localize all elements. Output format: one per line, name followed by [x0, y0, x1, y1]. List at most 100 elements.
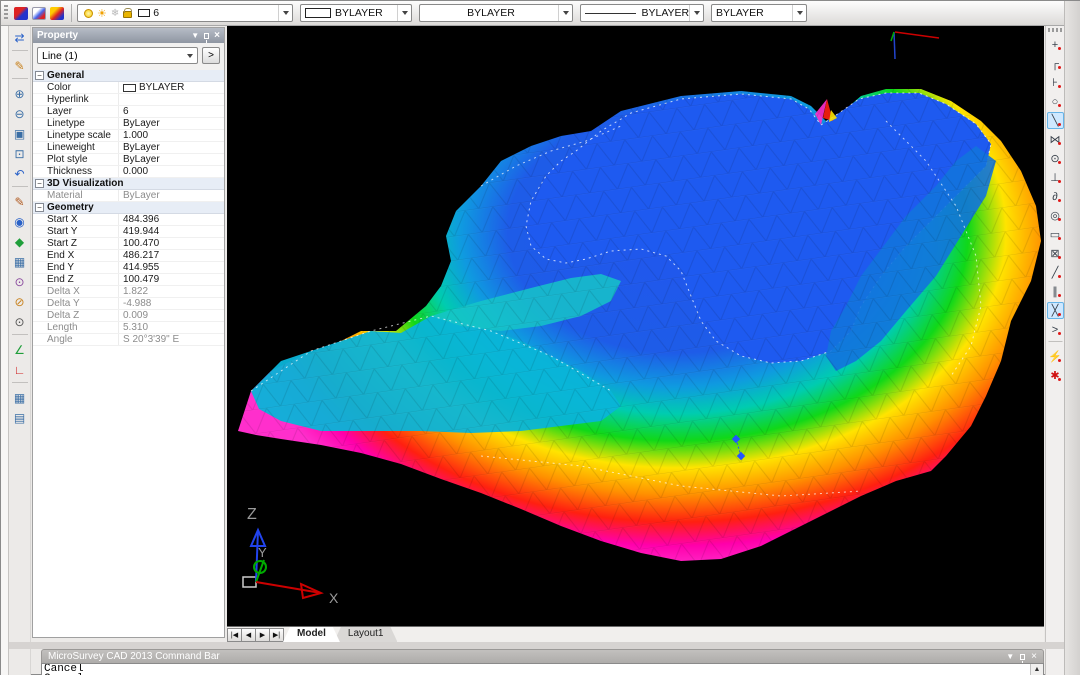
linetype-select[interactable]: BYLAYER — [580, 4, 704, 22]
property-row[interactable]: Thickness 0.000 — [33, 166, 224, 178]
snap-quadrant-icon[interactable]: ◎ — [1047, 207, 1064, 224]
layer-select[interactable]: ☀ ❄ 6 — [77, 4, 293, 22]
model-viewport[interactable]: Z Y X — [227, 26, 1044, 626]
next-sheet-button[interactable]: ▶ — [255, 628, 270, 642]
pan-arrows-icon[interactable]: ⇄ — [14, 31, 25, 45]
snap-midpoint-icon[interactable]: ⊦ — [1047, 74, 1064, 91]
panel-menu-icon[interactable]: ▼ — [191, 30, 200, 40]
chevron-down-icon[interactable] — [558, 5, 572, 21]
property-value[interactable]: 419.944 — [123, 226, 160, 237]
zoom-extents-icon[interactable]: ⊡ — [14, 147, 25, 161]
property-row[interactable]: Linetype ByLayer — [33, 118, 224, 130]
color-select[interactable]: BYLAYER — [300, 4, 412, 22]
chevron-down-icon[interactable] — [183, 53, 197, 58]
collapse-icon[interactable]: − — [35, 71, 44, 80]
view-eye-icon[interactable]: ⊙ — [14, 275, 25, 289]
property-value[interactable]: -4.988 — [123, 298, 152, 309]
scroll-up-button[interactable]: ▲ — [1030, 664, 1043, 675]
polyline-icon[interactable]: ∠ — [14, 343, 25, 357]
property-row[interactable]: Start Z 100.470 — [33, 238, 224, 250]
property-row[interactable]: Length 5.310 — [33, 322, 224, 334]
snap-point-icon[interactable]: + — [1047, 36, 1064, 53]
snap-extension-icon[interactable]: ╱ — [1047, 264, 1064, 281]
property-value[interactable]: 486.217 — [123, 250, 160, 261]
property-row[interactable]: Hyperlink — [33, 94, 224, 106]
snap-clear-icon[interactable]: ✱ — [1047, 367, 1064, 384]
pin-icon[interactable] — [204, 32, 210, 43]
property-value[interactable]: ByLayer — [123, 118, 160, 129]
property-section-header[interactable]: − 3D Visualization — [33, 178, 224, 190]
command-input-area[interactable]: Cancel Cancel — [41, 663, 1044, 675]
microsurvey-app-icon-2[interactable] — [32, 6, 46, 20]
property-row[interactable]: End Z 100.479 — [33, 274, 224, 286]
property-value[interactable]: 414.955 — [123, 262, 160, 273]
property-section-header[interactable]: − General — [33, 70, 224, 82]
quick-select-button[interactable]: > — [202, 47, 220, 64]
toolbar-drag-handle[interactable] — [1048, 28, 1062, 32]
command-bar-header[interactable]: MicroSurvey CAD 2013 Command Bar ▼ × — [41, 649, 1044, 664]
view-xt-icon[interactable]: ⊘ — [14, 295, 25, 309]
property-row[interactable]: Delta X 1.822 — [33, 286, 224, 298]
property-value[interactable]: 0.009 — [123, 310, 149, 321]
property-value[interactable]: ByLayer — [123, 190, 160, 201]
microsurvey-app-icon-1[interactable] — [14, 6, 28, 20]
property-row[interactable]: Delta Y -4.988 — [33, 298, 224, 310]
close-icon[interactable]: × — [214, 29, 220, 41]
property-row[interactable]: Material ByLayer — [33, 190, 224, 202]
orbit-3d-icon[interactable]: ◉ — [14, 215, 25, 229]
redraw-brush-icon[interactable]: ✎ — [14, 195, 25, 209]
property-value[interactable]: ByLayer — [123, 154, 160, 165]
property-row[interactable]: Start Y 419.944 — [33, 226, 224, 238]
property-row[interactable]: Linetype scale 1.000 — [33, 130, 224, 142]
snap-apparent-icon[interactable]: > — [1047, 321, 1064, 338]
panel-menu-icon[interactable]: ▼ — [1006, 651, 1015, 661]
snap-insertion-icon[interactable]: ▭ — [1047, 226, 1064, 243]
property-value[interactable]: 484.396 — [123, 214, 160, 225]
zoom-previous-icon[interactable]: ↶ — [14, 167, 25, 181]
property-value[interactable]: 1.822 — [123, 286, 149, 297]
last-sheet-button[interactable]: ▶| — [269, 628, 284, 642]
property-row[interactable]: End Y 414.955 — [33, 262, 224, 274]
property-value[interactable]: 100.470 — [123, 238, 160, 249]
plot-icon[interactable]: ▦ — [13, 255, 26, 269]
property-panel-header[interactable]: Property ▼ × — [33, 28, 224, 43]
property-row[interactable]: Lineweight ByLayer — [33, 142, 224, 154]
table-icon[interactable]: ▦ — [13, 391, 26, 405]
property-value[interactable]: 1.000 — [123, 130, 149, 141]
layout-tab[interactable]: Model — [283, 627, 340, 642]
zoom-window-icon[interactable]: ▣ — [13, 127, 26, 141]
property-row[interactable]: Delta Z 0.009 — [33, 310, 224, 322]
snap-node-icon[interactable]: ⊠ — [1047, 245, 1064, 262]
axes-icon[interactable]: ∟ — [13, 363, 26, 377]
property-value[interactable]: BYLAYER — [119, 82, 224, 93]
layout-tab[interactable]: Layout1 — [334, 627, 398, 642]
close-icon[interactable]: × — [1031, 650, 1037, 662]
selection-grips[interactable] — [731, 434, 746, 461]
collapse-icon[interactable]: − — [35, 203, 44, 212]
snap-nearest-icon[interactable]: ╲ — [1046, 112, 1064, 129]
lineweight-select[interactable]: BYLAYER — [711, 4, 807, 22]
view-eye2-icon[interactable]: ⊙ — [14, 315, 25, 329]
property-row[interactable]: Color BYLAYER — [33, 82, 224, 94]
chevron-down-icon[interactable] — [792, 5, 806, 21]
property-row[interactable]: Layer 6 — [33, 106, 224, 118]
chevron-down-icon[interactable] — [397, 5, 411, 21]
toolbar-drag-handle[interactable] — [4, 5, 8, 21]
grid-icon[interactable]: ▤ — [13, 411, 26, 425]
property-value[interactable]: 0.000 — [123, 166, 149, 177]
snap-tangent-icon[interactable]: ∂ — [1047, 188, 1064, 205]
render-icon[interactable]: ◆ — [14, 235, 25, 249]
collapse-icon[interactable]: − — [35, 179, 44, 188]
snap-perpendicular-icon[interactable]: ⊥ — [1047, 169, 1064, 186]
property-row[interactable]: Start X 484.396 — [33, 214, 224, 226]
snap-intersection-icon[interactable]: ╳ — [1046, 302, 1064, 319]
property-row[interactable]: Angle S 20°3'39" E — [33, 334, 224, 346]
snap-settings-icon[interactable]: ⚡ — [1047, 348, 1064, 365]
property-value[interactable]: 6 — [123, 106, 129, 117]
property-value[interactable]: 5.310 — [123, 322, 149, 333]
plot-style-select[interactable]: BYLAYER — [419, 4, 573, 22]
first-sheet-button[interactable]: |◀ — [227, 628, 242, 642]
microsurvey-app-icon-3[interactable] — [50, 6, 64, 20]
zoom-out-icon[interactable]: ⊖ — [14, 107, 25, 121]
snap-center-icon[interactable]: ○ — [1047, 93, 1064, 110]
